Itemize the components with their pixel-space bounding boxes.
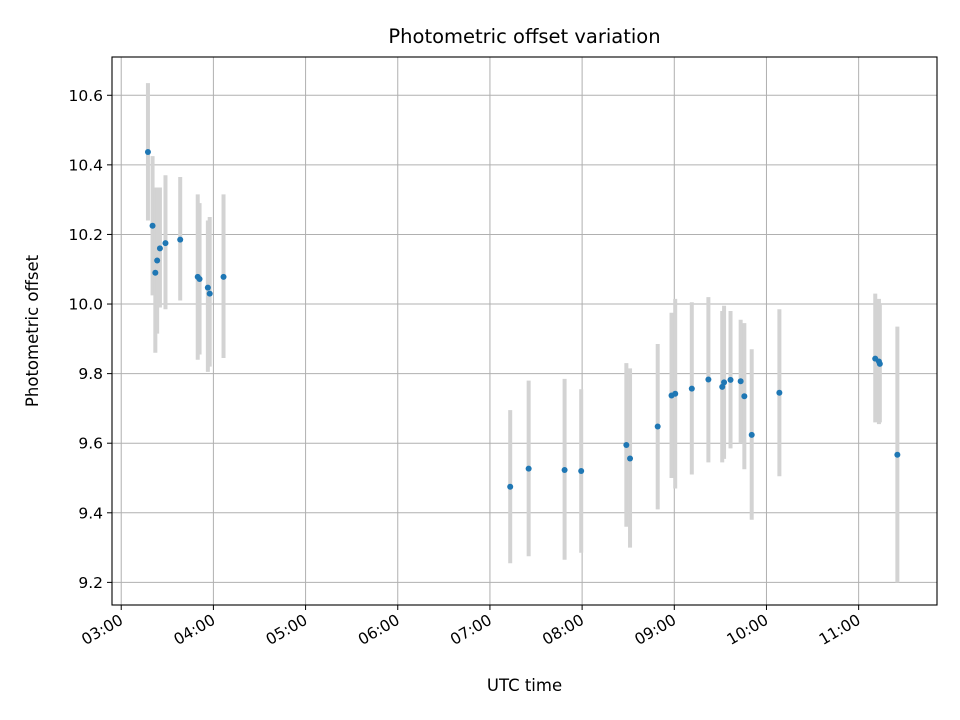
data-point <box>776 389 783 396</box>
data-point <box>578 468 585 475</box>
data-point <box>154 257 161 264</box>
y-tick-label: 9.6 <box>78 435 103 453</box>
data-point <box>156 245 163 252</box>
data-point <box>196 275 203 282</box>
data-point <box>623 441 630 448</box>
data-point <box>206 290 213 297</box>
data-point <box>177 236 184 243</box>
data-point <box>152 269 159 276</box>
grid <box>112 57 937 605</box>
data-points <box>144 148 901 490</box>
data-point <box>719 383 726 390</box>
data-point <box>721 379 728 386</box>
data-point <box>220 273 227 280</box>
data-point <box>204 284 211 291</box>
y-tick-label: 10.6 <box>68 87 103 105</box>
data-point <box>894 451 901 458</box>
data-point <box>627 455 634 462</box>
data-point <box>876 360 883 367</box>
x-axis-label: UTC time <box>487 676 562 695</box>
y-axis-label: Photometric offset <box>23 254 42 407</box>
data-point <box>507 483 514 490</box>
y-axis-ticks: 9.2 9.4 9.6 9.8 10.0 10.2 10.4 10.6 <box>68 87 112 592</box>
data-point <box>748 431 755 438</box>
data-point <box>688 385 695 392</box>
data-point <box>705 376 712 383</box>
data-point <box>525 465 532 472</box>
y-tick-label: 9.8 <box>78 365 103 383</box>
data-point <box>162 240 169 247</box>
y-tick-label: 10.4 <box>68 156 103 174</box>
y-tick-label: 10.0 <box>68 296 103 314</box>
data-point <box>672 390 679 397</box>
data-point <box>149 222 156 229</box>
data-point <box>654 423 661 430</box>
plot-frame <box>111 56 938 606</box>
data-point <box>741 393 748 400</box>
data-point <box>727 376 734 383</box>
data-point <box>144 148 151 155</box>
y-tick-label: 10.2 <box>68 226 103 244</box>
chart-title: Photometric offset variation <box>388 25 660 48</box>
y-tick-label: 9.2 <box>78 574 103 592</box>
y-tick-label: 9.4 <box>78 504 103 522</box>
data-point <box>737 378 744 385</box>
data-point <box>561 467 568 474</box>
